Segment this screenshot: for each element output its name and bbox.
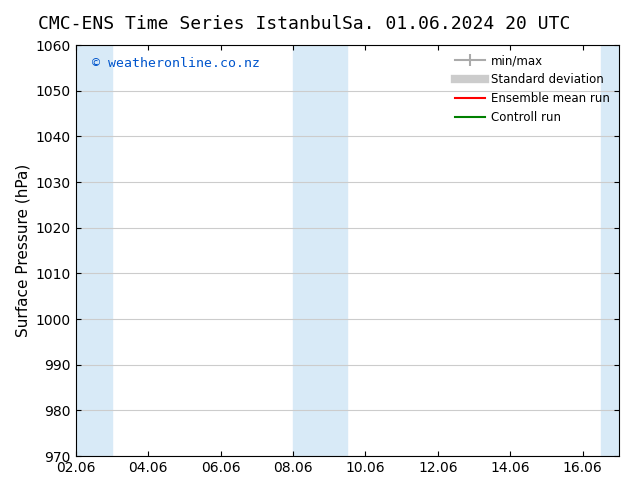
Bar [601,45,619,456]
Y-axis label: Surface Pressure (hPa): Surface Pressure (hPa) [15,164,30,337]
Text: CMC-ENS Time Series Istanbul: CMC-ENS Time Series Istanbul [38,15,342,33]
Bar [75,45,112,456]
Text: © weatheronline.co.nz: © weatheronline.co.nz [92,57,260,71]
Bar [293,45,347,456]
Text: Sa. 01.06.2024 20 UTC: Sa. 01.06.2024 20 UTC [342,15,571,33]
Legend: min/max, Standard deviation, Ensemble mean run, Controll run: min/max, Standard deviation, Ensemble me… [451,51,613,128]
